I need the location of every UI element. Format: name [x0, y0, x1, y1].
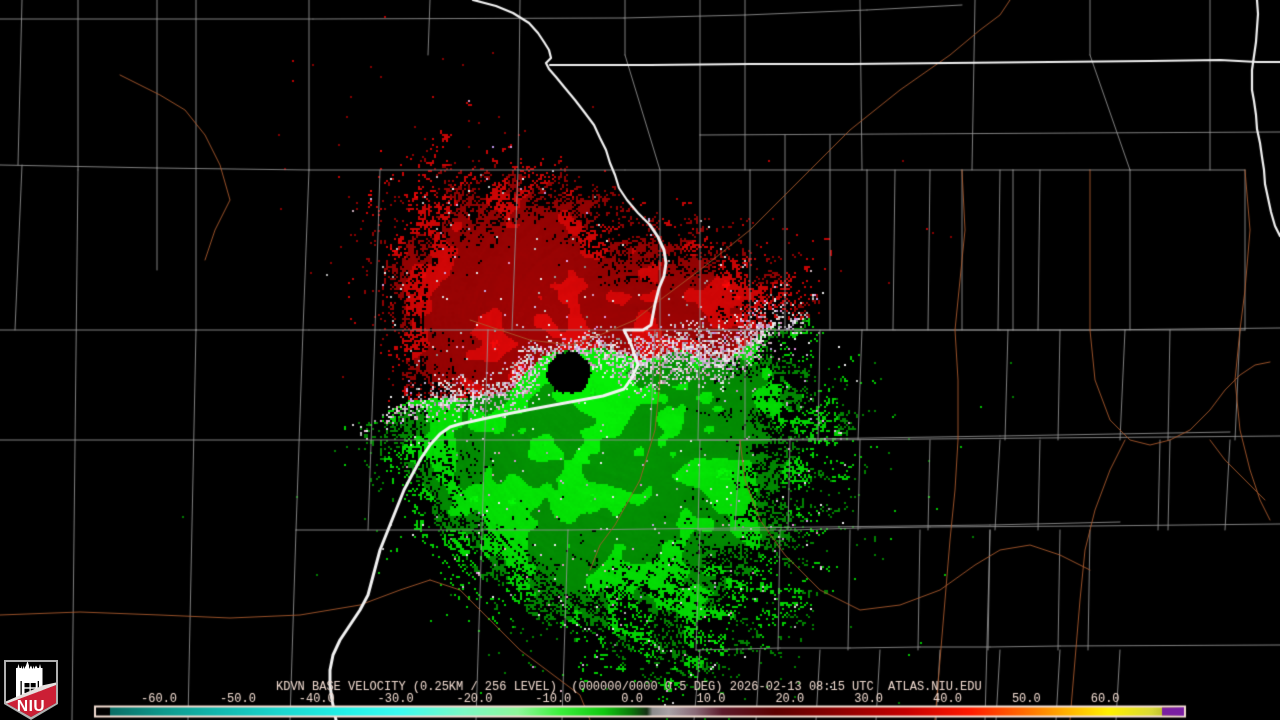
svg-text:NIU: NIU: [17, 698, 45, 715]
